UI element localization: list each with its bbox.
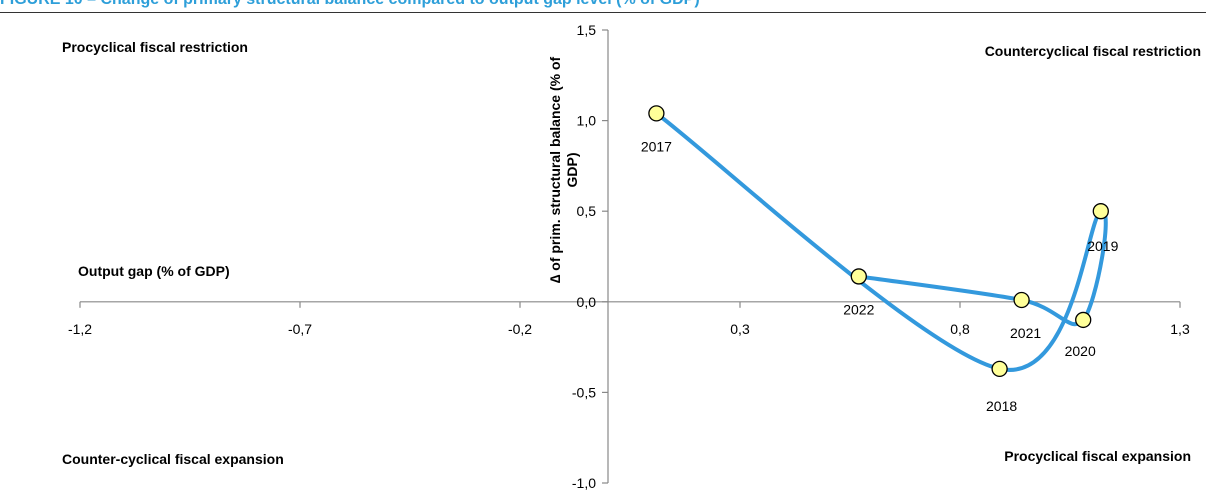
y-tick-label: 0,5 — [577, 203, 597, 219]
quadrant-label-top-left: Procyclical fiscal restriction — [62, 39, 248, 55]
x-tick-label: -0,7 — [288, 321, 312, 337]
data-point-2021 — [1013, 291, 1030, 309]
data-label-2019: 2019 — [1087, 238, 1118, 254]
x-tick-label: -1,2 — [68, 321, 92, 337]
data-label-2022: 2022 — [843, 301, 874, 317]
title-divider — [0, 12, 1206, 13]
axes: -1,2 -0,7 -0,2 0,3 0,8 1,3 -1,0 -0,5 0,0 0,5 1,0 1,… — [68, 22, 1190, 491]
x-axis-title: Output gap (% of GDP) — [78, 263, 230, 279]
x-tick-label: 1,3 — [1170, 321, 1190, 337]
quadrant-label-top-right: Countercyclical fiscal restriction — [985, 43, 1201, 59]
data-point-2018 — [991, 360, 1008, 377]
y-axis-title: ∆ of prim. structural balance (% of GDP) — [547, 56, 580, 283]
quadrant-label-bottom-left: Counter-cyclical fiscal expansion — [62, 451, 284, 467]
data-label-2017: 2017 — [641, 138, 672, 154]
y-tick-label: 1,5 — [577, 22, 597, 38]
series: 2017 2018 2019 2020 2021 2022 — [641, 105, 1119, 414]
y-tick-label: 0,0 — [577, 294, 597, 310]
y-tick-label: -1,0 — [572, 475, 596, 491]
chart-annotations: Procyclical fiscal restriction Countercy… — [62, 39, 1201, 467]
data-point-2022 — [850, 268, 867, 285]
data-point-2019 — [1092, 203, 1109, 220]
data-label-2018: 2018 — [986, 398, 1017, 414]
y-tick-label: -0,5 — [572, 384, 596, 400]
data-point-2017 — [648, 105, 665, 122]
figure-title: FIGURE 10 – Change of primary structural… — [0, 0, 700, 9]
data-label-2021: 2021 — [1010, 325, 1041, 341]
x-tick-label: -0,2 — [508, 321, 532, 337]
y-axis-title-line-1: ∆ of prim. structural balance (% of — [547, 56, 563, 283]
quadrant-label-bottom-right: Procyclical fiscal expansion — [1004, 448, 1191, 464]
y-tick-label: 1,0 — [577, 113, 597, 129]
y-axis-title-line-2: GDP) — [564, 153, 580, 188]
x-tick-label: 0,8 — [950, 321, 970, 337]
data-point-2020 — [1075, 311, 1092, 329]
data-label-2020: 2020 — [1065, 343, 1096, 359]
x-tick-label: 0,3 — [730, 321, 750, 337]
